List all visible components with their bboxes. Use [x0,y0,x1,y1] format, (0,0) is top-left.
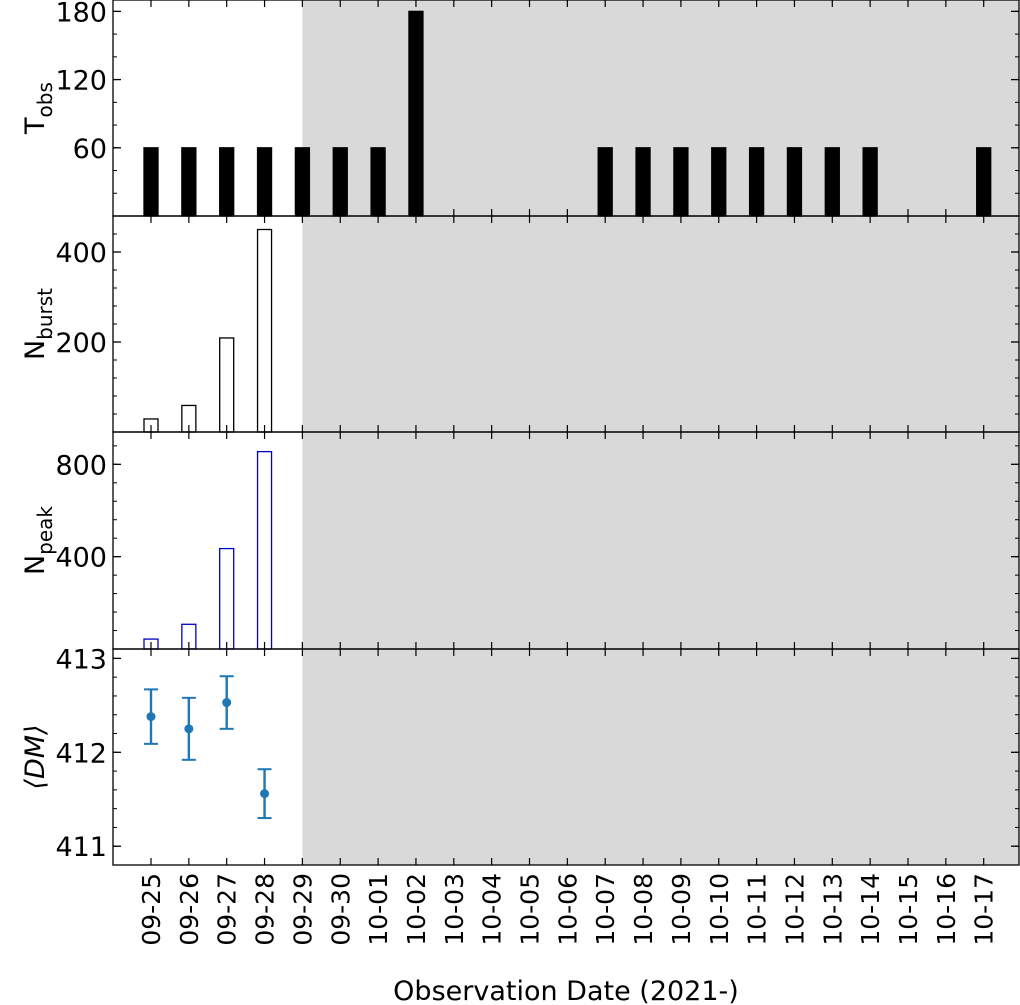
bar-tobs-09-29 [294,147,311,217]
x-tick-label-10-03: 10-03 [440,873,469,946]
y-tick-label-nburst: 200 [55,328,107,359]
dm-point [260,789,270,799]
x-tick-label-10-10: 10-10 [705,873,734,946]
x-tick-label-09-28: 09-28 [251,873,280,946]
bar-tobs-09-30 [332,147,348,217]
x-tick-label-10-17: 10-17 [970,873,999,946]
y-tick-label-dm: 413 [55,644,107,675]
y-axis-label-main: ⟨DM⟩ [20,724,51,789]
bar-tobs-10-01 [370,147,386,217]
errorbar-point-09-28 [257,768,272,820]
x-tick-label-10-12: 10-12 [780,873,809,946]
bar-tobs-10-10 [711,147,727,217]
bar-tobs-10-17 [976,147,992,217]
bar-tobs-10-11 [748,147,765,217]
y-axis-label-tobs: Tobs [20,82,57,135]
x-tick-label-09-25: 09-25 [137,873,166,946]
y-axis-label-main: N [20,555,51,575]
bar-tobs-09-26 [181,147,197,217]
x-tick-label-10-06: 10-06 [553,873,582,946]
y-tick-label-dm: 411 [55,832,107,863]
bar-tobs-10-02 [408,10,424,217]
bar-tobs-10-09 [673,147,689,217]
dm-point [184,724,194,734]
y-tick-label-npeak: 400 [55,543,107,574]
panel-frame-dm [112,648,1020,866]
x-tick-label-10-01: 10-01 [364,873,393,946]
x-tick-label-09-27: 09-27 [213,873,242,946]
y-tick-label-nburst: 400 [55,238,107,269]
axes-layer: 60120180Tobs200400Nburst400800Npeak41141… [20,0,1020,946]
x-tick-label-09-29: 09-29 [288,873,317,946]
x-tick-label-09-26: 09-26 [175,873,204,946]
y-tick-label-tobs: 180 [55,0,107,28]
bar-nburst-09-27 [219,337,235,433]
bar-tobs-09-28 [256,147,273,217]
x-tick-label-10-16: 10-16 [932,873,961,946]
x-tick-label-10-15: 10-15 [894,873,923,946]
y-axis-label-dm: ⟨DM⟩ [20,724,51,789]
y-tick-label-dm: 412 [55,738,107,769]
bar-tobs-10-12 [786,147,803,217]
y-axis-label-sub: obs [33,82,57,117]
y-axis-label-main: N [20,340,51,360]
y-tick-label-npeak: 800 [55,450,107,481]
x-tick-label-10-05: 10-05 [516,873,545,946]
errorbar-point-09-26 [181,696,196,761]
x-tick-label-09-30: 09-30 [326,873,355,946]
bar-tobs-09-25 [143,147,159,217]
bar-tobs-09-27 [219,147,235,217]
bar-tobs-10-07 [597,147,613,217]
dm-point [222,698,232,708]
dm-point [146,712,156,722]
bar-tobs-10-13 [824,147,840,217]
y-axis-label-sub: burst [33,288,57,340]
bar-nburst-09-28 [256,228,273,433]
y-axis-label-main: T [20,117,51,135]
errorbar-point-09-27 [219,675,234,730]
y-axis-label-sub: peak [33,506,57,555]
x-tick-label-10-11: 10-11 [743,873,772,946]
y-axis-label-nburst: Nburst [20,288,57,360]
bar-tobs-10-14 [862,147,878,217]
bar-tobs-10-08 [635,147,651,217]
x-tick-label-10-13: 10-13 [818,873,847,946]
x-tick-label-10-14: 10-14 [856,873,885,946]
bar-npeak-09-28 [256,450,273,650]
x-tick-label-10-02: 10-02 [402,873,431,946]
x-axis-title: Observation Date (2021-) [393,976,739,1005]
x-tick-label-10-08: 10-08 [629,873,658,946]
x-tick-label-10-09: 10-09 [667,873,696,946]
x-tick-label-10-07: 10-07 [591,873,620,946]
errorbar-point-09-25 [144,688,158,745]
y-tick-label-tobs: 120 [55,66,107,97]
y-axis-label-npeak: Npeak [20,506,57,575]
y-tick-label-tobs: 60 [73,134,107,165]
bar-npeak-09-27 [219,547,235,650]
x-tick-label-10-04: 10-04 [478,873,507,946]
